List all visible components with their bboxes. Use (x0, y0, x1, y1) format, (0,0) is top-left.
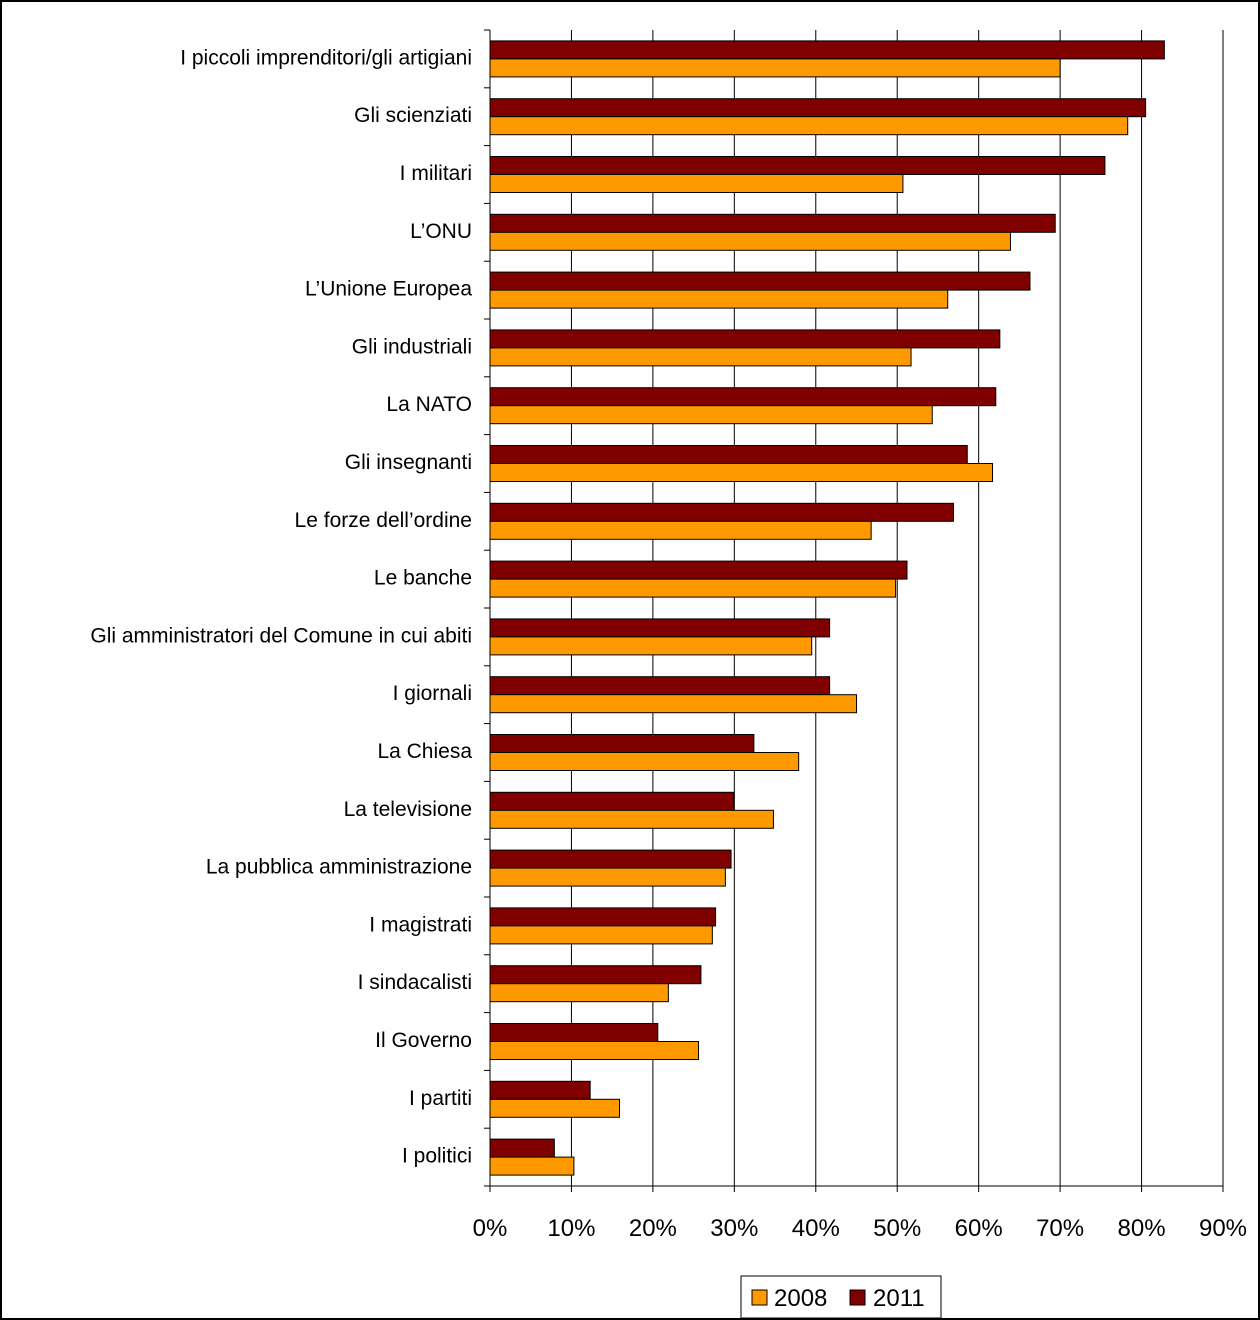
category-label-i-piccoli-imprenditori-gli-artigiani: I piccoli imprenditori/gli artigiani (180, 46, 472, 69)
category-label-l-onu: L’ONU (410, 220, 472, 243)
bar-2008-l-unione-europea (489, 289, 949, 309)
category-label-le-forze-dell-ordine: Le forze dell’ordine (295, 509, 472, 532)
x-tick-label-60: 60% (955, 1215, 1003, 1242)
x-tick-label-30: 30% (710, 1215, 758, 1242)
x-tick-label-0: 0% (473, 1215, 508, 1242)
bar-2008-i-militari (489, 174, 904, 193)
category-label-i-magistrati: I magistrati (369, 913, 472, 936)
bar-2011-gli-industriali (489, 329, 1001, 349)
legend-label-2011: 2011 (873, 1285, 925, 1312)
category-label-i-sindacalisti: I sindacalisti (358, 971, 472, 994)
bar-2011-la-pubblica-amministrazione (489, 849, 732, 869)
bar-2008-i-sindacalisti (489, 983, 669, 1003)
bar-2011-la-nato (489, 387, 997, 407)
bar-2011-gli-amministratori-del-comune-in-cui-abiti (489, 618, 831, 638)
bar-2008-i-partiti (489, 1098, 620, 1118)
axes (484, 29, 1224, 1192)
bar-2011-i-partiti (489, 1080, 591, 1100)
category-label-la-televisione: La televisione (344, 798, 472, 821)
bar-2008-i-magistrati (489, 925, 713, 945)
bar-2011-il-governo (489, 1023, 659, 1042)
bar-2011-i-magistrati (489, 907, 717, 927)
bar-2011-la-chiesa (489, 734, 755, 753)
category-label-l-unione-europea: L’Unione Europea (305, 278, 472, 301)
x-tick-label-90: 90% (1199, 1215, 1247, 1242)
bar-2011-l-onu (489, 213, 1056, 233)
category-label-il-governo: Il Governo (375, 1029, 472, 1052)
bar-2008-le-forze-dell-ordine (489, 520, 872, 540)
bar-2011-i-militari (489, 156, 1106, 175)
x-tick-label-10: 10% (547, 1215, 595, 1242)
bar-2011-le-banche (489, 560, 908, 580)
x-tick-label-40: 40% (792, 1215, 840, 1242)
bar-2008-gli-scienziati (489, 116, 1129, 136)
bar-2008-il-governo (489, 1041, 699, 1060)
bar-2008-la-nato (489, 405, 933, 425)
legend-label-2008: 2008 (774, 1285, 827, 1312)
category-label-la-pubblica-amministrazione: La pubblica amministrazione (206, 856, 472, 879)
bar-2008-i-politici (489, 1156, 575, 1176)
bar-2008-le-banche (489, 578, 897, 598)
x-tick-label-20: 20% (629, 1215, 677, 1242)
bar-2008-i-giornali (489, 694, 857, 714)
category-labels: I piccoli imprenditori/gli artigiani Gli … (90, 46, 472, 1167)
category-label-le-banche: Le banche (374, 567, 472, 590)
category-label-gli-industriali: Gli industriali (352, 335, 472, 358)
bar-2008-gli-industriali (489, 347, 912, 367)
bar-2011-i-sindacalisti (489, 965, 702, 985)
x-tick-label-70: 70% (1036, 1215, 1084, 1242)
category-label-gli-insegnanti: Gli insegnanti (345, 451, 472, 474)
bar-2011-i-politici (489, 1138, 555, 1158)
bar-2011-gli-scienziati (489, 98, 1147, 118)
category-label-gli-scienziati: Gli scienziati (354, 104, 472, 127)
category-label-i-militari: I militari (400, 162, 472, 185)
bar-2008-la-televisione (489, 809, 774, 829)
legend-swatch-2011 (849, 1289, 866, 1306)
category-label-i-politici: I politici (402, 1145, 472, 1168)
x-tick-labels: 0% 10% 20% 30% 40% 50% 60% 70% 80% 90% (473, 1215, 1247, 1242)
bar-2011-gli-insegnanti (489, 445, 968, 464)
bar-2008-gli-amministratori-del-comune-in-cui-abiti (489, 636, 813, 656)
bar-2011-la-televisione (489, 791, 735, 811)
category-label-la-chiesa: La Chiesa (377, 740, 472, 763)
legend-box (740, 1275, 942, 1319)
bar-2011-i-piccoli-imprenditori-gli-artigiani (489, 40, 1165, 60)
x-tick-label-50: 50% (873, 1215, 921, 1242)
bar-2008-la-pubblica-amministrazione (489, 867, 726, 887)
category-label-i-giornali: I giornali (393, 682, 472, 705)
bar-2011-l-unione-europea (489, 271, 1031, 291)
x-tick-label-80: 80% (1118, 1215, 1166, 1242)
bar-2011-le-forze-dell-ordine (489, 502, 954, 522)
category-label-la-nato: La NATO (386, 393, 472, 416)
category-label-i-partiti: I partiti (409, 1087, 472, 1110)
legend: 2008 2011 (740, 1275, 942, 1319)
category-label-gli-amministratori-del-comune-in-cui-abiti: Gli amministratori del Comune in cui abi… (90, 624, 472, 647)
bar-2008-la-chiesa (489, 752, 800, 771)
legend-swatch-2008 (751, 1289, 768, 1306)
bar-2008-l-onu (489, 231, 1011, 251)
bar-2008-gli-insegnanti (489, 463, 994, 482)
bar-2011-i-giornali (489, 676, 831, 696)
bar-2008-i-piccoli-imprenditori-gli-artigiani (489, 58, 1061, 78)
